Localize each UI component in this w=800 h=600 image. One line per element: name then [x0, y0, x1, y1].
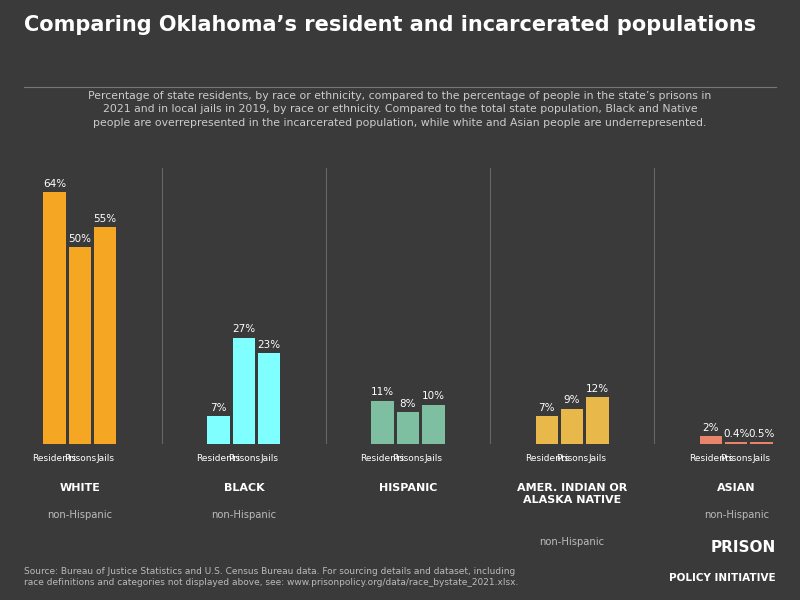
Text: POLICY INITIATIVE: POLICY INITIATIVE: [670, 573, 776, 583]
Bar: [258, 353, 281, 444]
Text: 64%: 64%: [42, 179, 66, 188]
Bar: [422, 404, 445, 444]
Bar: [725, 442, 747, 444]
Text: 7%: 7%: [538, 403, 555, 413]
Text: Residents: Residents: [689, 454, 733, 463]
Text: WHITE: WHITE: [59, 483, 100, 493]
Text: Residents: Residents: [197, 454, 241, 463]
Bar: [233, 338, 255, 444]
Bar: [371, 401, 394, 444]
Text: Prisons: Prisons: [64, 454, 96, 463]
Text: non-Hispanic: non-Hispanic: [211, 510, 277, 520]
Text: Prisons: Prisons: [392, 454, 424, 463]
Bar: [94, 227, 116, 444]
Text: HISPANIC: HISPANIC: [379, 483, 437, 493]
Bar: [69, 247, 91, 444]
Text: 8%: 8%: [400, 400, 416, 409]
Text: Jails: Jails: [260, 454, 278, 463]
Text: 9%: 9%: [564, 395, 580, 406]
Text: non-Hispanic: non-Hispanic: [704, 510, 769, 520]
Text: non-Hispanic: non-Hispanic: [539, 537, 605, 547]
Text: 0.5%: 0.5%: [749, 429, 775, 439]
Bar: [397, 412, 419, 444]
Text: non-Hispanic: non-Hispanic: [47, 510, 112, 520]
Text: 0.4%: 0.4%: [723, 429, 750, 439]
Text: ASIAN: ASIAN: [717, 483, 755, 493]
Text: 27%: 27%: [232, 325, 255, 334]
Text: 7%: 7%: [210, 403, 226, 413]
Text: Residents: Residents: [525, 454, 569, 463]
Text: Prisons: Prisons: [720, 454, 752, 463]
Text: Source: Bureau of Justice Statistics and U.S. Census Bureau data. For sourcing d: Source: Bureau of Justice Statistics and…: [24, 568, 518, 587]
Bar: [586, 397, 609, 444]
Text: Jails: Jails: [753, 454, 770, 463]
Bar: [207, 416, 230, 444]
Text: Comparing Oklahoma’s resident and incarcerated populations: Comparing Oklahoma’s resident and incarc…: [24, 15, 756, 35]
Bar: [561, 409, 583, 444]
Text: PRISON: PRISON: [710, 540, 776, 555]
Bar: [700, 436, 722, 444]
Text: 12%: 12%: [586, 383, 609, 394]
Text: 11%: 11%: [371, 388, 394, 397]
Text: AMER. INDIAN OR
ALASKA NATIVE: AMER. INDIAN OR ALASKA NATIVE: [517, 483, 627, 505]
Text: Prisons: Prisons: [556, 454, 588, 463]
Bar: [43, 191, 66, 444]
Text: BLACK: BLACK: [223, 483, 264, 493]
Text: Residents: Residents: [361, 454, 405, 463]
Text: Jails: Jails: [425, 454, 442, 463]
Text: Jails: Jails: [96, 454, 114, 463]
Bar: [750, 442, 773, 444]
Text: Residents: Residents: [32, 454, 77, 463]
Text: 10%: 10%: [422, 391, 445, 401]
Text: 55%: 55%: [94, 214, 117, 224]
Text: 23%: 23%: [258, 340, 281, 350]
Text: Jails: Jails: [589, 454, 606, 463]
Text: 2%: 2%: [702, 423, 719, 433]
Bar: [535, 416, 558, 444]
Text: 50%: 50%: [68, 234, 91, 244]
Text: Percentage of state residents, by race or ethnicity, compared to the percentage : Percentage of state residents, by race o…: [88, 91, 712, 128]
Text: Prisons: Prisons: [228, 454, 260, 463]
